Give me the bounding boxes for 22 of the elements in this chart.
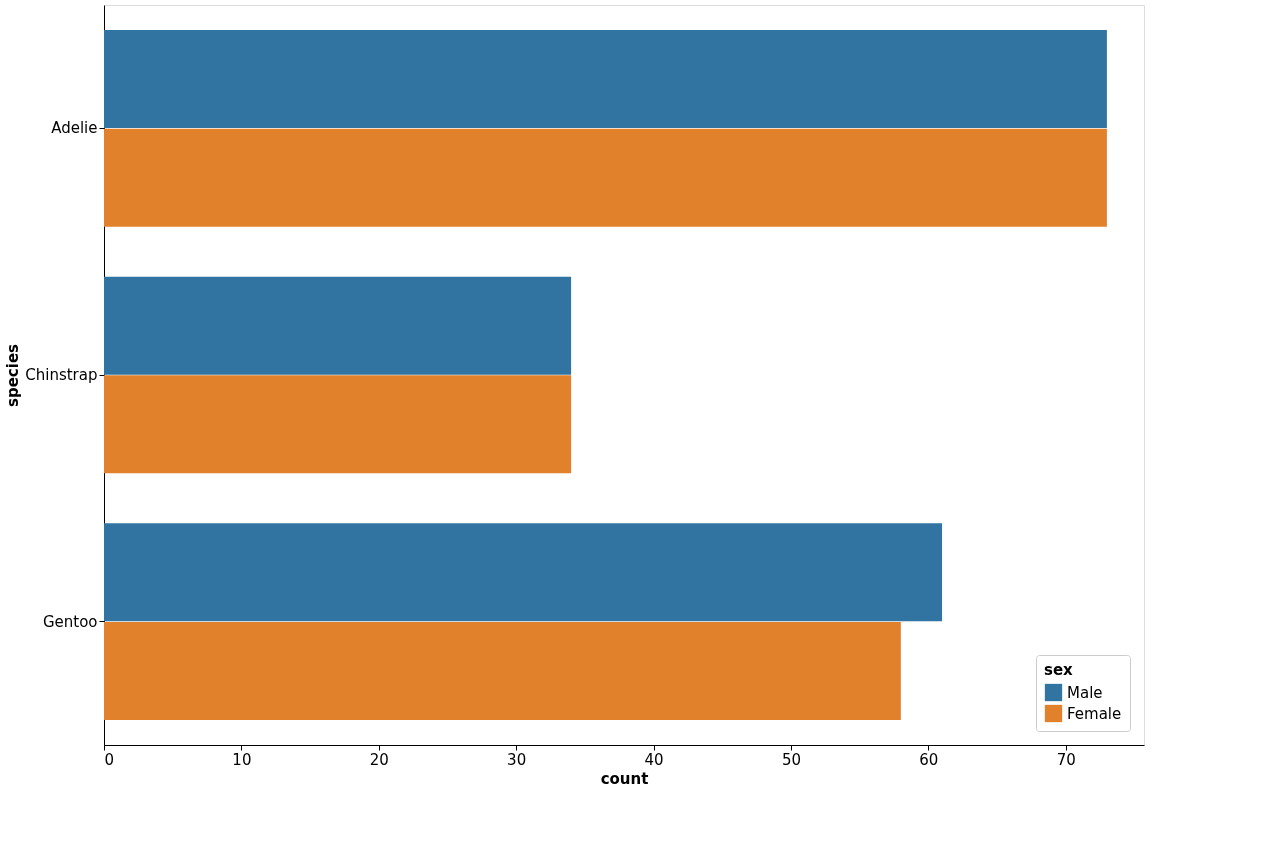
y-axis-title: species xyxy=(4,343,23,407)
bar xyxy=(104,30,1107,128)
y-tick-label: Adelie xyxy=(51,119,98,138)
y-tick-label: Gentoo xyxy=(42,612,98,631)
bar xyxy=(104,375,572,474)
x-tick-label: 10 xyxy=(232,750,252,769)
bar xyxy=(104,523,943,622)
x-tick-label: 0 xyxy=(104,750,115,769)
x-tick-label: 40 xyxy=(644,750,664,769)
legend-title: sex xyxy=(1044,661,1074,679)
bar xyxy=(104,128,1107,227)
x-tick-label: 20 xyxy=(369,750,389,769)
bar xyxy=(104,276,572,375)
x-tick-label: 60 xyxy=(919,750,939,769)
x-tick-label: 30 xyxy=(507,750,527,769)
legend-label: Female xyxy=(1067,704,1122,723)
bar xyxy=(104,622,901,720)
x-tick-label: 70 xyxy=(1056,750,1076,769)
x-tick-label: 50 xyxy=(781,750,801,769)
y-tick-label: Chinstrap xyxy=(25,366,98,384)
legend-label: Male xyxy=(1067,683,1103,702)
x-axis-title: count xyxy=(600,769,649,788)
